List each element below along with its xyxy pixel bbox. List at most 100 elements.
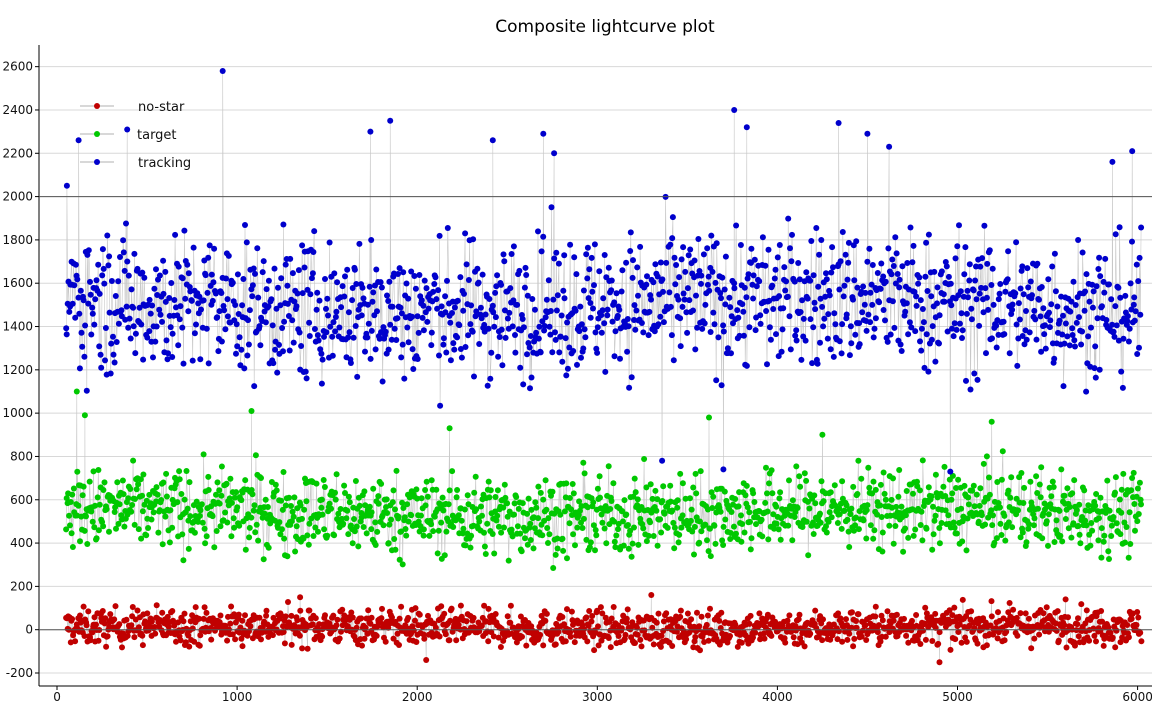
data-point-target (404, 501, 411, 508)
data-point-target (320, 477, 327, 483)
data-point-target (368, 526, 375, 533)
data-point-tracking (1069, 332, 1076, 338)
data-point-tracking (627, 248, 634, 254)
data-point-tracking (236, 334, 243, 341)
data-point-target (959, 538, 966, 545)
data-point-tracking (766, 324, 773, 331)
data-point-tracking (368, 327, 375, 334)
data-point-target (854, 491, 861, 497)
data-point-target (717, 508, 724, 515)
data-point-no-star (634, 631, 641, 638)
data-point-tracking (416, 272, 423, 278)
data-point-tracking (871, 325, 878, 332)
y-tick-label: 2000 (2, 190, 33, 204)
data-point-tracking (97, 351, 104, 358)
data-point-target (252, 529, 259, 536)
data-point-tracking (743, 124, 750, 131)
data-point-tracking (1097, 273, 1104, 280)
data-point-tracking (182, 295, 189, 302)
data-point-target (449, 468, 456, 475)
data-point-target (980, 460, 987, 467)
data-point-tracking (1026, 329, 1033, 336)
data-point-tracking (856, 320, 863, 327)
data-point-target (139, 508, 146, 515)
data-point-no-star (396, 615, 403, 622)
data-point-target (620, 518, 626, 525)
data-point-target (355, 543, 362, 550)
data-point-target (146, 491, 153, 498)
data-point-target (223, 480, 230, 487)
data-point-tracking (355, 306, 362, 313)
data-point-tracking (299, 242, 306, 249)
data-point-target (596, 473, 603, 480)
data-point-tracking (910, 242, 917, 249)
data-point-tracking (731, 285, 738, 292)
data-point-target (133, 486, 140, 493)
data-point-tracking (1100, 278, 1107, 285)
data-point-target (248, 408, 255, 414)
data-point-target (1108, 522, 1115, 529)
data-point-tracking (367, 355, 374, 362)
data-point-target (563, 480, 570, 487)
data-point-target (881, 490, 888, 497)
data-point-target (67, 499, 74, 505)
data-point-target (580, 515, 587, 522)
data-point-no-star (909, 617, 915, 624)
data-point-tracking (360, 295, 367, 302)
data-point-tracking (382, 328, 389, 335)
data-point-target (918, 508, 925, 515)
data-point-no-star (242, 612, 248, 619)
data-point-target (776, 495, 783, 502)
data-point-target (289, 508, 296, 515)
data-point-target (551, 510, 558, 517)
x-tick-label: 6000 (1122, 690, 1152, 704)
data-point-tracking (493, 283, 500, 290)
data-point-target (687, 517, 694, 524)
data-point-tracking (364, 334, 371, 341)
data-point-target (705, 548, 712, 555)
data-point-target (1113, 520, 1120, 527)
data-point-tracking (645, 332, 652, 339)
data-point-target (422, 487, 429, 493)
data-point-target (430, 528, 437, 535)
data-point-tracking (1111, 333, 1118, 340)
data-point-tracking (110, 333, 116, 340)
data-point-no-star (932, 610, 939, 617)
data-point-target (264, 504, 271, 510)
data-point-tracking (547, 331, 554, 338)
data-point-tracking (517, 364, 524, 371)
data-point-target (1136, 479, 1143, 486)
data-point-tracking (1093, 283, 1100, 290)
data-point-tracking (947, 280, 954, 287)
data-point-tracking (692, 346, 699, 353)
data-point-tracking (657, 313, 664, 320)
data-point-target (405, 518, 412, 525)
data-point-tracking (146, 328, 153, 335)
data-point-tracking (584, 244, 591, 251)
data-point-tracking (131, 250, 138, 257)
data-point-target (111, 509, 118, 515)
data-point-tracking (668, 332, 675, 339)
data-point-target (125, 495, 132, 502)
y-tick-label: 200 (10, 579, 33, 593)
data-point-tracking (934, 284, 941, 291)
data-point-target (1023, 539, 1030, 546)
data-point-tracking (203, 325, 210, 332)
data-point-tracking (916, 274, 923, 281)
data-point-tracking (904, 260, 911, 266)
data-point-tracking (1103, 317, 1110, 323)
data-point-no-star (152, 630, 159, 637)
data-point-target (969, 487, 976, 494)
data-point-target (422, 502, 429, 509)
data-point-no-star (447, 617, 454, 624)
data-point-no-star (921, 620, 928, 627)
data-point-tracking (959, 335, 965, 341)
data-point-target (458, 517, 465, 524)
data-point-tracking (953, 326, 960, 333)
data-point-no-star (448, 605, 455, 612)
data-point-target (86, 478, 93, 485)
data-point-tracking (557, 333, 564, 340)
data-point-tracking (140, 356, 147, 363)
data-point-tracking (836, 286, 843, 293)
data-point-tracking (295, 267, 302, 274)
